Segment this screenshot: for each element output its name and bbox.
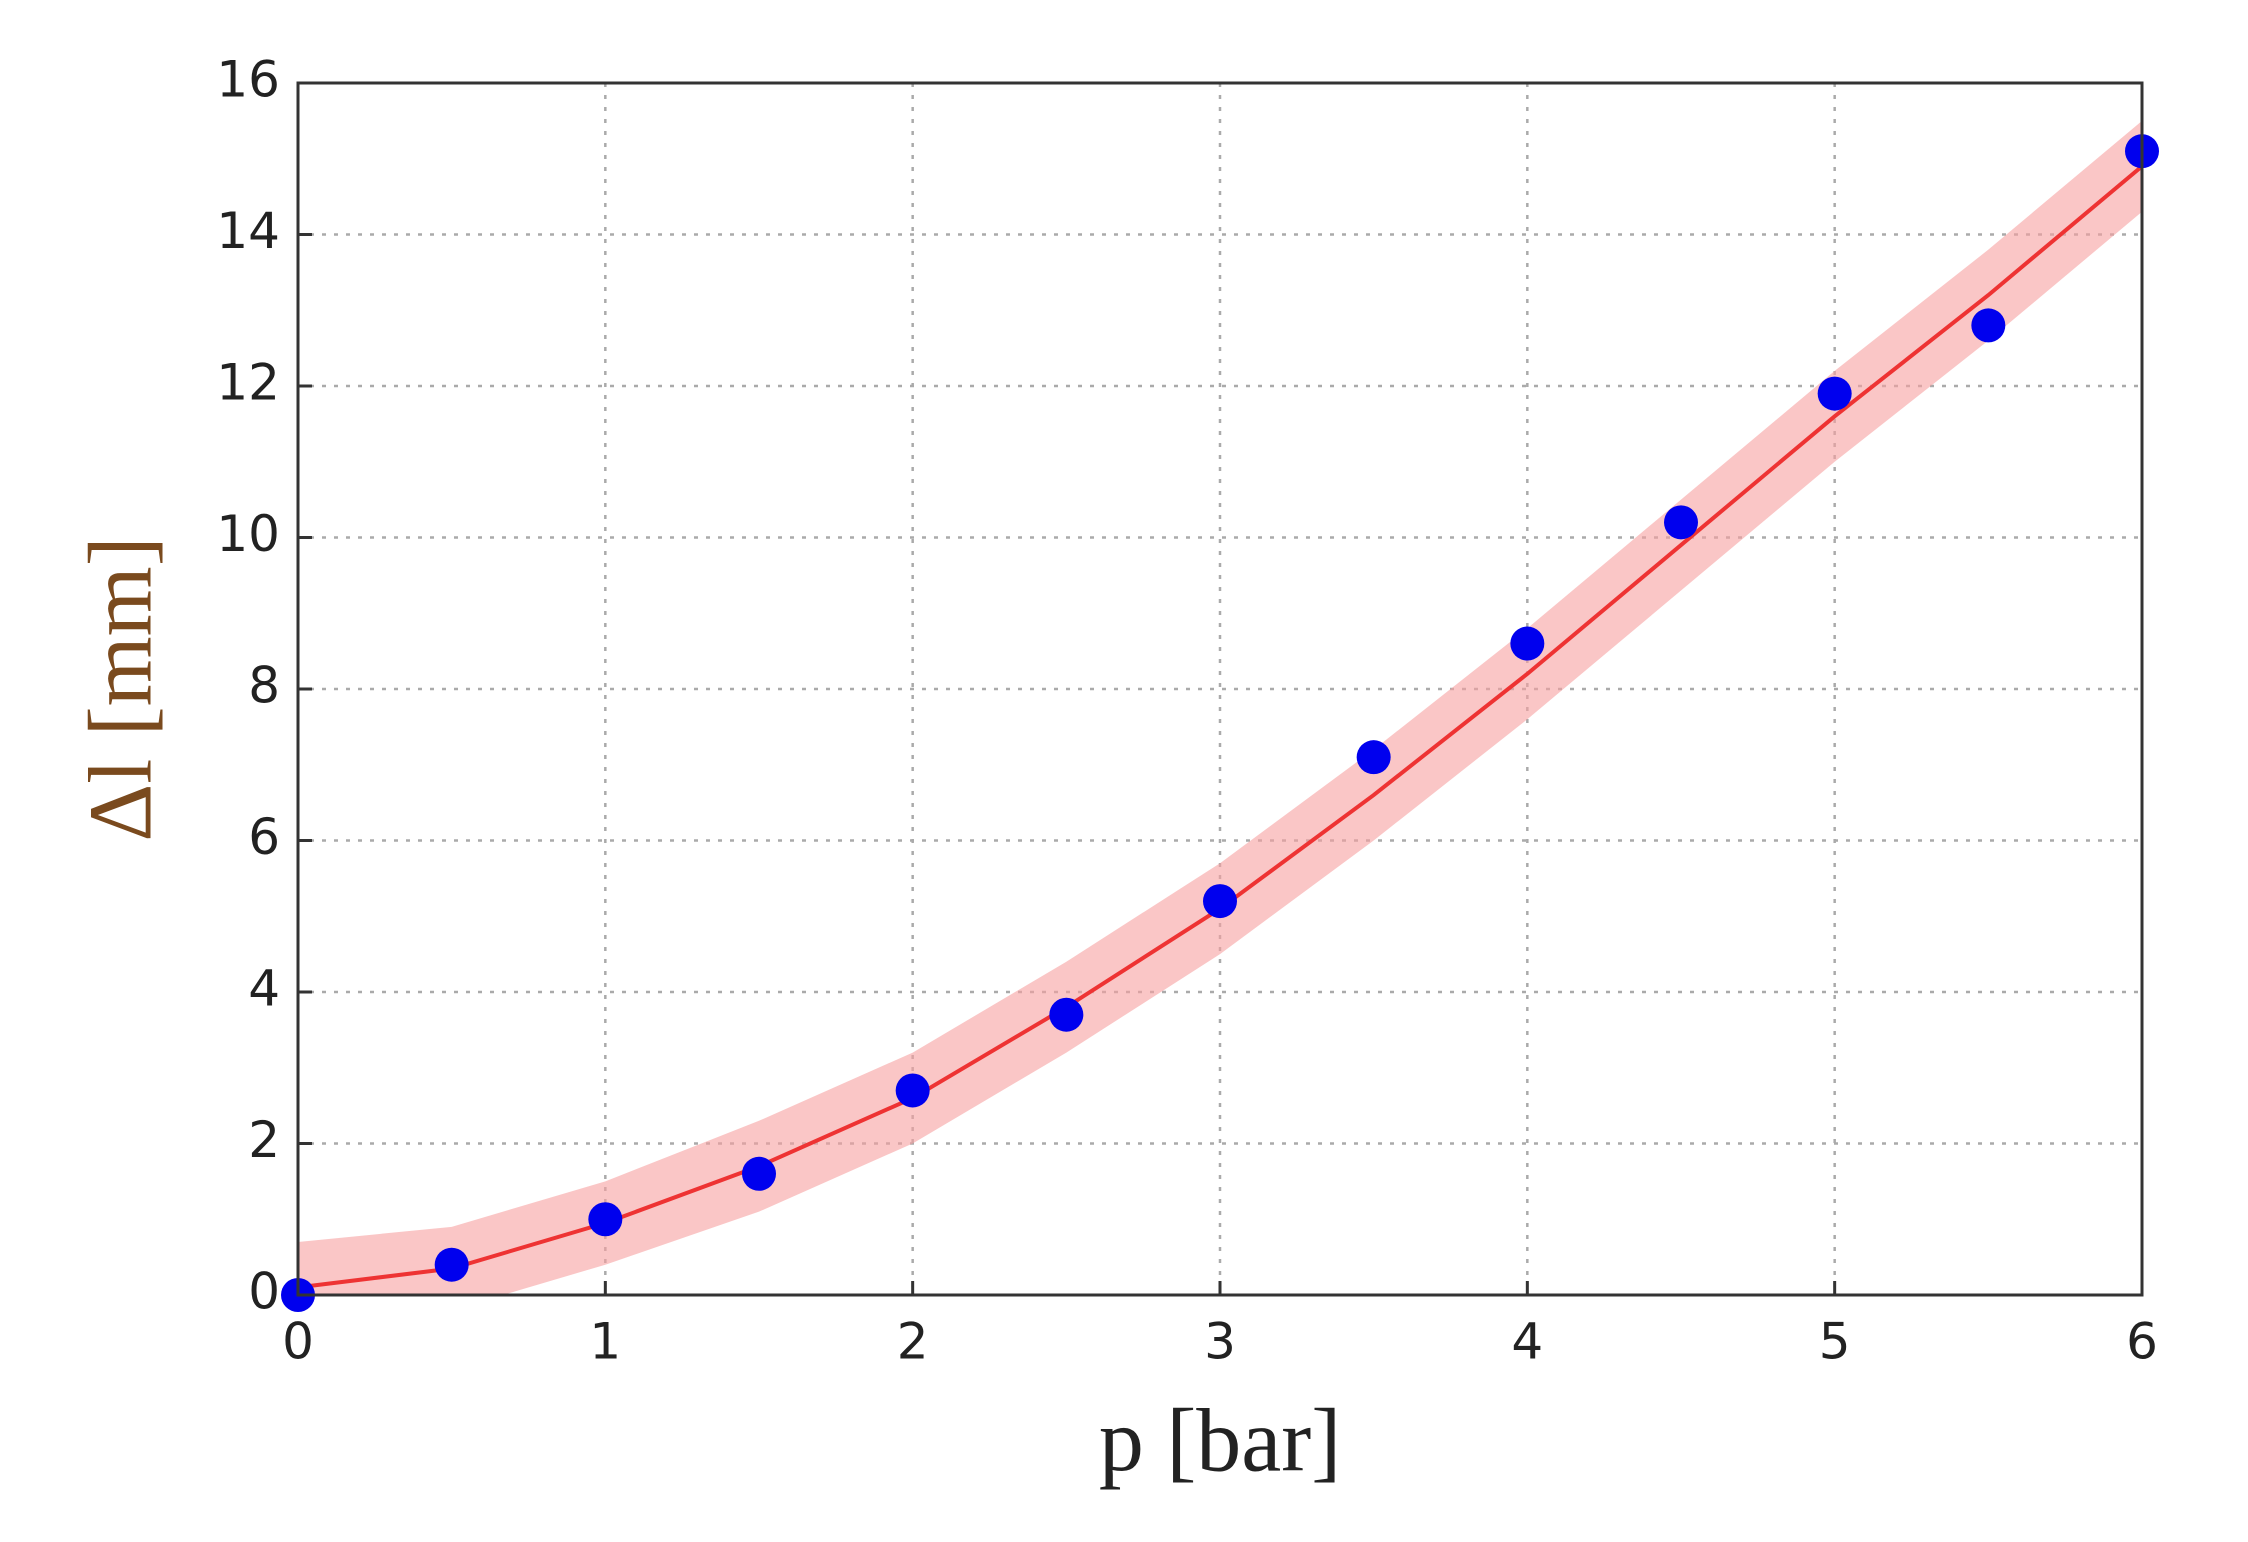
data-point xyxy=(742,1156,776,1191)
data-point xyxy=(1817,376,1852,411)
fit-line xyxy=(298,164,2142,1290)
x-tick-label: 0 xyxy=(282,1313,314,1371)
y-tick-label: 12 xyxy=(216,354,280,412)
x-tick-label: 4 xyxy=(1511,1313,1543,1371)
y-tick-label: 4 xyxy=(248,960,280,1018)
x-tick-label: 5 xyxy=(1819,1313,1851,1371)
data-point xyxy=(895,1073,930,1108)
data-point xyxy=(1356,740,1391,775)
data-point xyxy=(434,1247,469,1282)
data-point xyxy=(1203,884,1237,919)
y-tick-label: 6 xyxy=(248,808,280,866)
data-point xyxy=(1049,997,1084,1032)
y-tick-label: 8 xyxy=(248,657,280,715)
y-axis-label: Δl [mm] xyxy=(72,536,171,841)
y-tick-label: 2 xyxy=(248,1111,280,1169)
y-tick-label: 16 xyxy=(216,51,280,109)
x-tick-label: 2 xyxy=(897,1313,929,1371)
points xyxy=(281,134,2159,1312)
x-tick-label: 1 xyxy=(589,1313,621,1371)
x-tick-label: 3 xyxy=(1204,1313,1236,1371)
data-point xyxy=(1510,626,1545,661)
data-point xyxy=(1971,308,2006,343)
data-point xyxy=(588,1202,623,1237)
plot-frame xyxy=(296,81,2144,1297)
y-tick-label: 14 xyxy=(216,202,280,260)
y-tick-label: 0 xyxy=(248,1263,280,1321)
x-axis-label: p [bar] xyxy=(1099,1392,1341,1491)
x-tick-label: 6 xyxy=(2126,1313,2158,1371)
data-point xyxy=(1664,505,1698,540)
y-tick-label: 10 xyxy=(216,505,280,563)
